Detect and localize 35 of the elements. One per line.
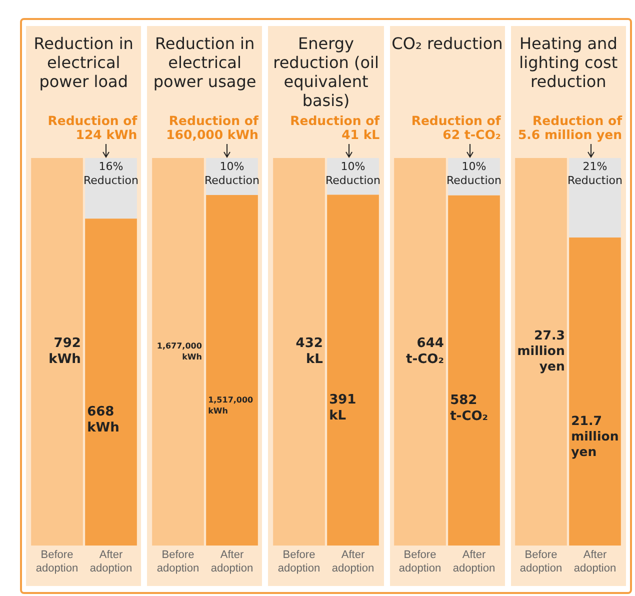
x-tick-label: Before adoption: [399, 549, 442, 574]
x-tick-label: After adoption: [89, 549, 132, 574]
data-label: 1,517,000 kWh: [208, 395, 254, 416]
text: Reduction of 124 kWh: [46, 113, 138, 144]
text: Reduction of 5.6 million yen: [516, 113, 624, 144]
data-label: 432 kL: [296, 336, 323, 368]
chart-title: Reduction in electrical power usage: [152, 33, 258, 93]
data-label: 668 kWh: [86, 404, 119, 436]
data-label: 792 kWh: [48, 336, 81, 368]
x-tick-label: Before adoption: [156, 549, 199, 574]
x-tick-label: Before adoption: [278, 549, 320, 574]
x-tick-label: After adoption: [332, 549, 374, 574]
chart-title: Heating and lighting cost reduction: [518, 33, 619, 93]
x-tick-label: Before adoption: [520, 549, 563, 574]
data-label: 391 kL: [329, 392, 356, 424]
x-tick-label: Before adoption: [35, 549, 78, 574]
x-tick-label: After adoption: [574, 549, 617, 574]
data-label: 1,677,000 kWh: [156, 341, 202, 362]
annotation: 10% Reduction: [204, 160, 260, 187]
data-label: 21.7 million yen: [571, 412, 620, 459]
text: Reduction of 62 t-CO₂: [410, 113, 502, 144]
chart-title: Energy reduction (oil equivalent basis): [272, 33, 380, 112]
x-tick-label: After adoption: [453, 549, 496, 574]
text: Reduction of 41 kL: [289, 113, 381, 144]
annotation: 10% Reduction: [446, 160, 502, 187]
data-label: 644 t-CO₂: [406, 336, 444, 368]
annotation: 10% Reduction: [326, 160, 381, 187]
chart-title: CO₂ reduction: [392, 33, 503, 55]
data-label: 582 t-CO₂: [450, 392, 488, 424]
chart-title: Reduction in electrical power load: [32, 33, 134, 93]
text: Reduction of 160,000 kWh: [165, 113, 260, 144]
data-label: 27.3 million yen: [518, 328, 566, 374]
annotation: 16% Reduction: [83, 160, 138, 187]
annotation: 21% Reduction: [568, 160, 623, 187]
x-tick-label: After adoption: [210, 549, 253, 574]
